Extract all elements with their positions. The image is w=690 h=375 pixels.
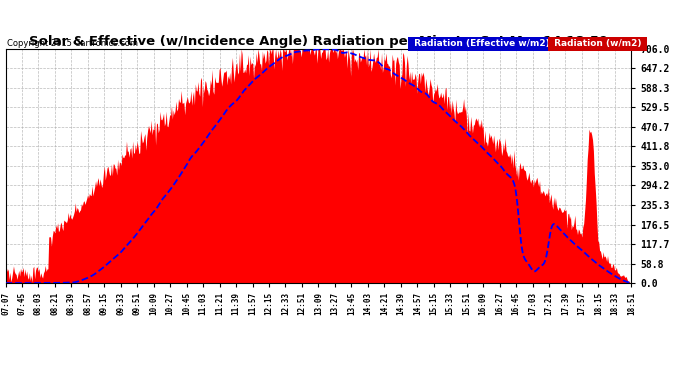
Text: Radiation (Effective w/m2): Radiation (Effective w/m2) (411, 39, 553, 48)
Text: Copyright 2015 Cartronics.com: Copyright 2015 Cartronics.com (7, 39, 138, 48)
Text: Radiation (w/m2): Radiation (w/m2) (551, 39, 644, 48)
Title: Solar & Effective (w/Incidence Angle) Radiation per Minute  Sat Mar 14 18:59: Solar & Effective (w/Incidence Angle) Ra… (29, 34, 608, 48)
